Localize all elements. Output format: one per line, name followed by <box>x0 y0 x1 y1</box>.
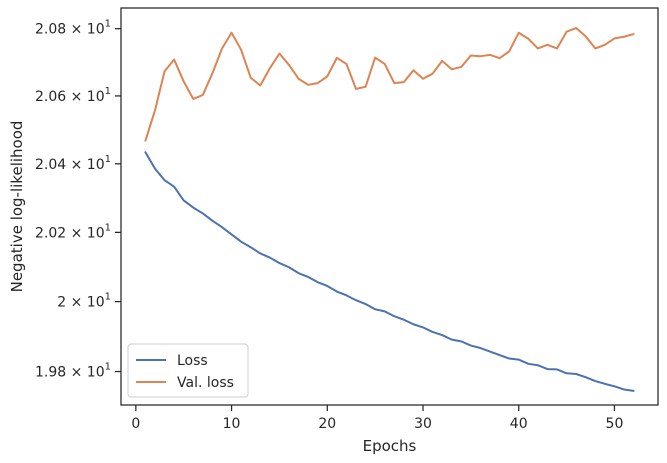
x-tick-label: 20 <box>318 416 336 432</box>
y-tick-label: 2.08 × 101 <box>35 19 111 38</box>
legend-box <box>127 343 249 398</box>
y-tick-label: 2 × 101 <box>57 292 111 311</box>
plot-frame <box>120 7 659 406</box>
y-tick-label: 2.06 × 101 <box>35 86 111 105</box>
y-tick-label: 2.02 × 101 <box>35 222 111 241</box>
series-line-val-loss <box>144 27 635 142</box>
x-tick-label: 0 <box>131 416 140 432</box>
y-axis: 1.98 × 101 2 × 101 2.02 × 101 2.04 × 101 2.0… <box>35 19 121 381</box>
series-line-loss <box>144 151 635 392</box>
x-axis: 0 10 20 30 40 50 <box>131 405 623 432</box>
y-axis-label: Negative log-likelihood <box>8 121 26 293</box>
x-tick-label: 40 <box>510 416 528 432</box>
y-tick-label: 1.98 × 101 <box>35 362 111 381</box>
x-axis-label: Epochs <box>363 437 417 455</box>
plot-series <box>144 27 635 392</box>
legend: Loss Val. loss <box>127 343 249 398</box>
x-tick-label: 30 <box>414 416 432 432</box>
legend-label-val-loss: Val. loss <box>177 375 234 391</box>
legend-label-loss: Loss <box>177 353 208 369</box>
x-tick-label: 10 <box>223 416 241 432</box>
x-tick-label: 50 <box>606 416 624 432</box>
y-tick-label: 2.04 × 101 <box>35 154 111 173</box>
